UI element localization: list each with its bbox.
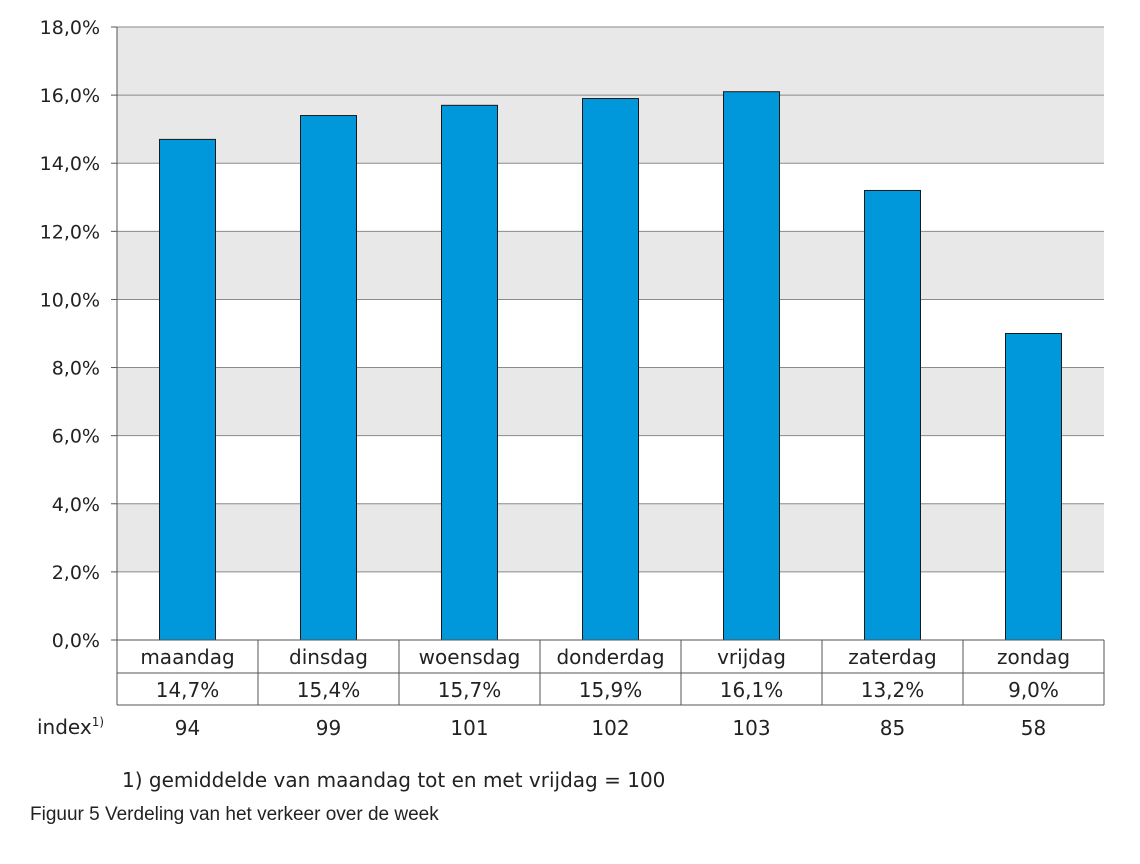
index-value: 101	[450, 716, 488, 740]
y-tick-label: 14,0%	[40, 153, 100, 175]
value-label: 15,4%	[297, 678, 361, 702]
value-label: 15,9%	[579, 678, 643, 702]
y-tick-label: 16,0%	[40, 85, 100, 107]
bar	[723, 91, 780, 641]
bar	[582, 98, 639, 641]
y-tick-label: 2,0%	[52, 562, 100, 584]
category-label: maandag	[140, 645, 234, 669]
axes	[116, 27, 1104, 641]
plot-band	[117, 27, 1104, 96]
bar	[864, 189, 921, 641]
value-label: 15,7%	[438, 678, 502, 702]
index-value: 58	[1021, 716, 1046, 740]
category-label: zondag	[997, 645, 1070, 669]
bar	[1005, 333, 1062, 641]
y-tick-label: 0,0%	[52, 630, 100, 652]
index-value: 103	[732, 716, 770, 740]
bars	[159, 91, 1062, 641]
bar-chart: 0,0% 2,0% 4,0% 6,0% 8,0% 10,0% 12,0% 14,0% 16,0%…	[37, 17, 1105, 740]
y-tick-label: 10,0%	[40, 289, 100, 311]
category-label: dinsdag	[289, 645, 368, 669]
index-value: 102	[591, 716, 629, 740]
footnote: 1) gemiddelde van maandag tot en met vri…	[122, 768, 666, 792]
value-label: 14,7%	[156, 678, 220, 702]
index-value: 85	[880, 716, 905, 740]
value-label: 9,0%	[1008, 678, 1059, 702]
index-value: 99	[316, 716, 341, 740]
y-tick-label: 4,0%	[52, 494, 100, 516]
y-tick-label: 12,0%	[40, 221, 100, 243]
bar	[441, 104, 498, 641]
y-axis-ticks: 0,0% 2,0% 4,0% 6,0% 8,0% 10,0% 12,0% 14,0% 16,0%…	[40, 17, 117, 652]
index-row: index1) 94 99 101 102 103 85 58	[37, 715, 1046, 740]
value-label: 13,2%	[861, 678, 925, 702]
index-label: index1)	[37, 715, 104, 739]
y-tick-label: 6,0%	[52, 426, 100, 448]
category-label: zaterdag	[848, 645, 936, 669]
value-label: 16,1%	[720, 678, 784, 702]
category-label: vrijdag	[717, 645, 786, 669]
bar	[159, 138, 216, 641]
y-tick-label: 18,0%	[40, 17, 100, 39]
category-label: donderdag	[556, 645, 664, 669]
index-value: 94	[175, 716, 200, 740]
data-table: maandag 14,7% dinsdag 15,4% woensdag 15,7% don…	[116, 640, 1105, 706]
index-superscript: 1)	[92, 715, 104, 729]
figure-caption: Figuur 5 Verdeling van het verkeer over …	[30, 804, 439, 825]
bar	[300, 115, 357, 641]
category-label: woensdag	[419, 645, 521, 669]
y-tick-label: 8,0%	[52, 358, 100, 380]
